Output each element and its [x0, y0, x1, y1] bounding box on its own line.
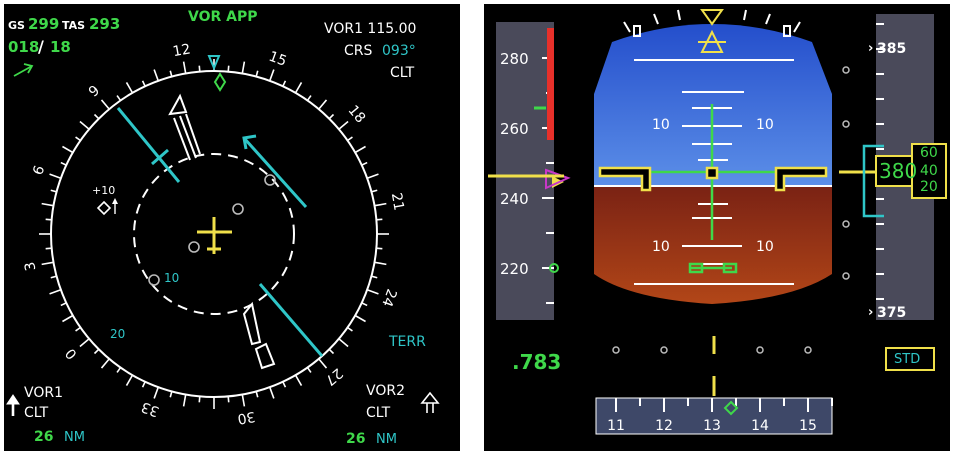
altitude-bottom-label: › — [868, 305, 874, 320]
wind-arrow — [13, 63, 34, 77]
altitude-drum — [911, 143, 947, 199]
crs-label: CRS — [344, 43, 373, 59]
range-ring-inner — [133, 153, 295, 315]
range-inner-label: 10 — [164, 271, 180, 285]
altitude-scale — [876, 23, 884, 300]
baro-setting: STD — [894, 352, 921, 367]
heading-scale-label: 13 — [703, 418, 721, 434]
speed-tick-label: 220 — [500, 260, 529, 278]
nd-mode: VOR APP — [188, 9, 258, 25]
vor1-distance: 26 — [34, 429, 54, 445]
tas-label: TAS — [62, 19, 86, 32]
wind-speed: 18 — [50, 38, 71, 56]
gs-value: 299 — [28, 15, 60, 33]
heading-scale-label: 12 — [655, 418, 673, 434]
altitude-bottom-value: 375 — [877, 305, 907, 321]
crs-ident: CLT — [390, 65, 415, 81]
compass-ring — [50, 70, 378, 398]
speed-tick-label: 280 — [500, 50, 529, 68]
target-speed-marker — [545, 168, 571, 190]
heading-label: 30 — [236, 408, 256, 427]
heading-label: 9 — [86, 83, 103, 101]
speed-tick-label: 260 — [500, 120, 529, 138]
pfd-graphics: 280 260 240 220 — [488, 9, 947, 435]
terr-indicator: TERR — [389, 334, 426, 350]
vdev-diamond — [96, 200, 112, 216]
heading-label: 27 — [322, 365, 346, 389]
wind-direction: 018 — [8, 38, 40, 56]
primary-flight-display: 280 260 240 220 — [484, 4, 950, 451]
heading-label: 24 — [378, 287, 399, 309]
vor2-distance-unit: NM — [376, 432, 397, 447]
gs-label: GS — [8, 19, 25, 32]
heading-label: 33 — [139, 398, 161, 419]
navaid-symbols — [148, 174, 276, 286]
course-pointer — [168, 93, 276, 370]
altitude-drum-lower: 20 — [920, 179, 938, 195]
heading-scale: 11 12 13 14 15 — [607, 398, 833, 434]
pitch-label-up-right: 10 — [756, 117, 774, 133]
speed-scale: 280 260 240 220 — [500, 50, 554, 304]
vor1-distance-unit: NM — [64, 430, 85, 445]
course-deviation-bar — [116, 107, 324, 357]
vor1-label: VOR1 — [24, 385, 63, 401]
aircraft-symbol — [197, 217, 232, 254]
vor2-pointer-icon — [420, 391, 440, 413]
vor2-ident: CLT — [366, 405, 391, 421]
overspeed-band — [547, 28, 554, 140]
heading-label: 6 — [30, 163, 48, 177]
lubber-line — [207, 55, 221, 71]
vdev-label: +10 — [92, 184, 116, 197]
heading-label: 15 — [267, 49, 289, 70]
vor1-pointer-icon — [6, 394, 20, 416]
wind-separator: / — [38, 37, 44, 56]
altitude-drum-upper: 60 — [920, 145, 938, 161]
vor2-distance: 26 — [346, 431, 366, 447]
crs-value: 093° — [382, 43, 416, 59]
lateral-dots — [612, 66, 850, 354]
heading-scale-label: 15 — [799, 418, 817, 434]
altitude-top-label: › — [868, 41, 874, 56]
vor1-ident: CLT — [24, 405, 49, 421]
heading-label: 0 — [63, 345, 81, 362]
pitch-label-down-right: 10 — [756, 239, 774, 255]
track-diamond — [723, 400, 739, 416]
heading-scale-label: 14 — [751, 418, 769, 434]
nd-graphics: 12 15 18 21 24 27 30 33 0 3 6 9 — [6, 41, 440, 427]
compass-rose: 12 15 18 21 24 27 30 33 0 3 6 9 — [22, 41, 406, 426]
vor-bearing-diamond — [213, 72, 227, 92]
roll-scale — [623, 9, 801, 37]
heading-label: 12 — [172, 41, 192, 60]
heading-scale-label: 11 — [607, 418, 625, 434]
range-outer-label: 20 — [110, 327, 126, 341]
vor1-frequency: VOR1 115.00 — [324, 21, 417, 37]
altitude-drum-mid: 40 — [920, 163, 938, 179]
mach-number: .783 — [512, 350, 562, 374]
speed-tape — [496, 22, 554, 320]
heading-label: 21 — [388, 192, 407, 212]
green-dot-speed — [549, 263, 559, 273]
pitch-label-up-left: 10 — [652, 117, 670, 133]
heading-label: 18 — [345, 102, 369, 126]
speed-tick-label: 240 — [500, 190, 529, 208]
tas-value: 293 — [89, 15, 121, 33]
altitude-current: 380 — [879, 159, 918, 183]
heading-label: 3 — [22, 261, 39, 273]
aircraft-wings-symbol — [598, 166, 828, 192]
roll-index — [700, 9, 724, 26]
vor2-label: VOR2 — [366, 383, 405, 399]
selected-altitude-bracket — [862, 144, 884, 218]
pitch-label-down-left: 10 — [652, 239, 670, 255]
heading-tape — [595, 397, 833, 435]
baro-box — [885, 347, 935, 371]
navigation-display: 12 15 18 21 24 27 30 33 0 3 6 9 — [4, 4, 460, 451]
altitude-top-value: 385 — [877, 41, 907, 57]
